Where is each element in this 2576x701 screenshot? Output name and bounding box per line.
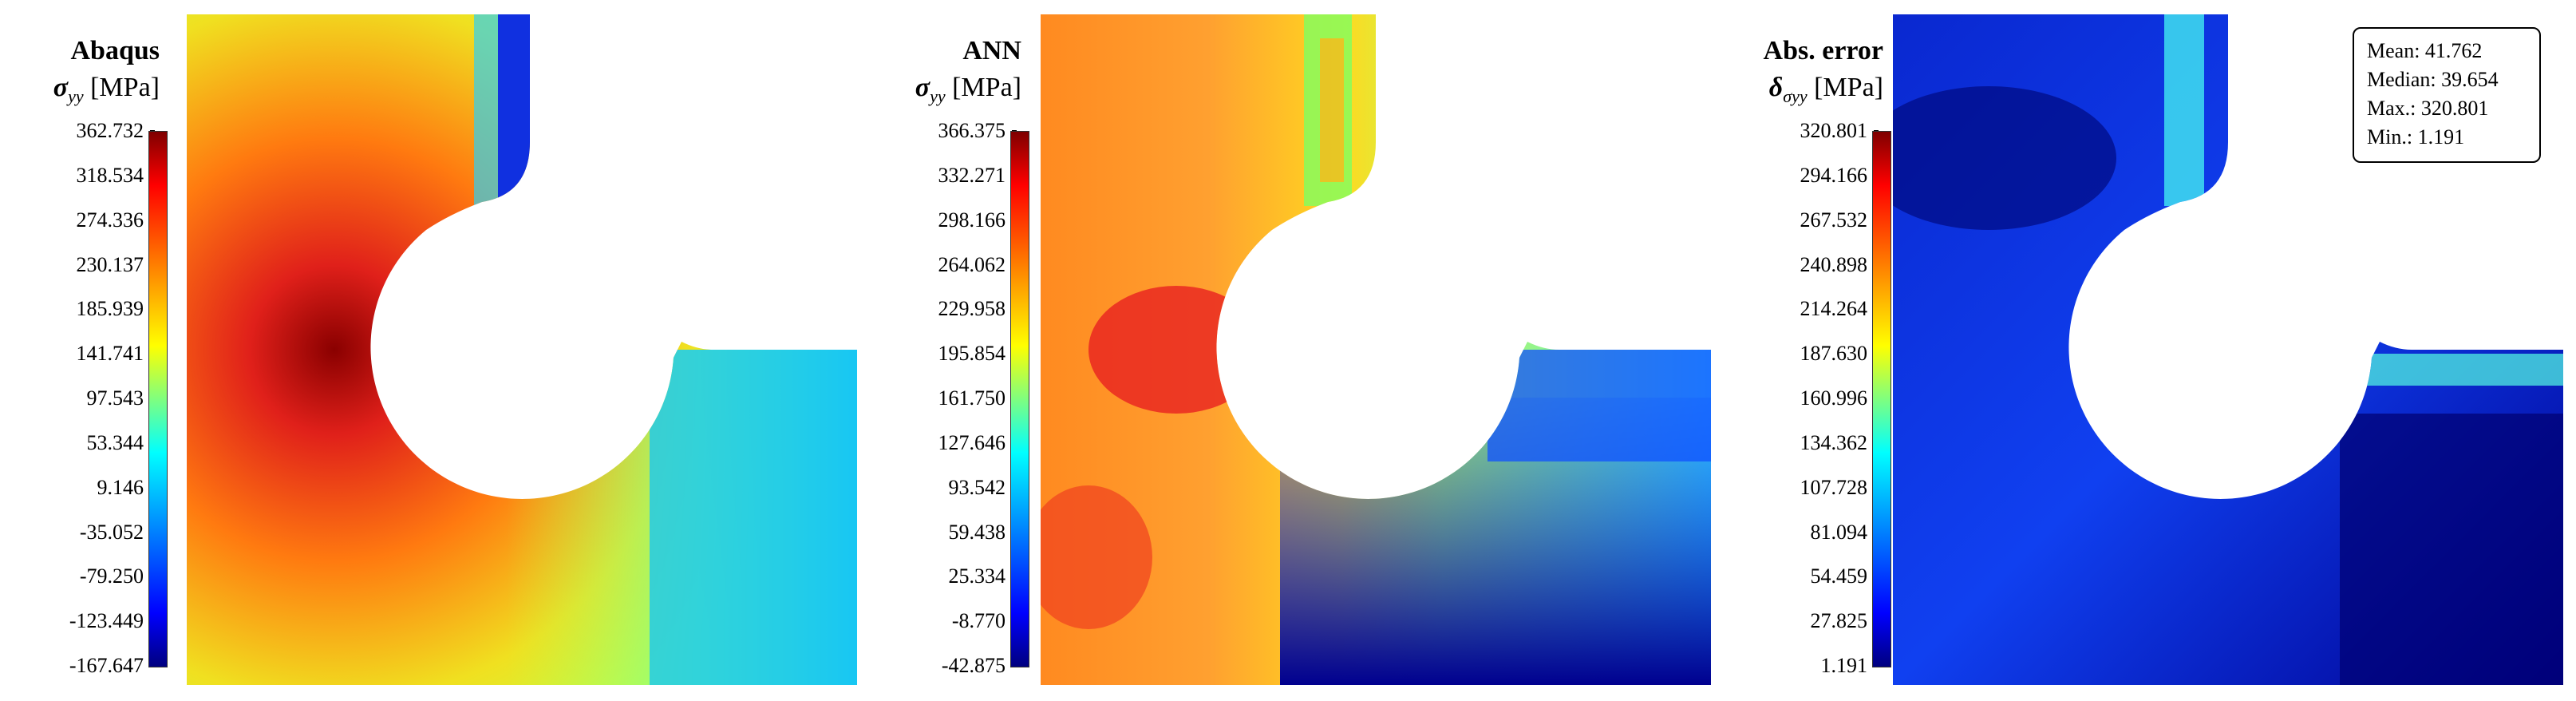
colorbar-tick-label: 366.375	[938, 119, 1006, 142]
colorbar-ticks: 362.732 318.534 274.336 230.137 185.939 141.7…	[0, 121, 155, 676]
colorbar-tick-label: 81.094	[1810, 520, 1868, 544]
quantity-subscript: σyy	[1783, 85, 1808, 106]
error-stats-box: Mean: 41.762 Median: 39.654 Max.: 320.80…	[2353, 27, 2541, 163]
colorbar-tick-label: -167.647	[69, 654, 144, 677]
colorbar-tick-label: 187.630	[1800, 342, 1868, 366]
colorbar-tick-label: 161.750	[938, 386, 1006, 410]
colorbar-tick-label: 25.334	[948, 564, 1006, 588]
error-field	[1893, 14, 2563, 685]
panel-title: ANN	[962, 36, 1021, 65]
quantity-subscript: yy	[68, 85, 84, 106]
colorbar-tick-label: 294.166	[1800, 163, 1868, 187]
colorbar-tick-label: 53.344	[86, 430, 144, 454]
stat-median: Median: 39.654	[2367, 68, 2499, 91]
colorbar-ticks: 320.801 294.166 267.532 240.898 214.264 187.6…	[1724, 121, 1879, 676]
colorbar-tick-label: 9.146	[97, 475, 144, 499]
quantity-symbol: σ	[915, 73, 930, 102]
colorbar-tick-label: 127.646	[938, 430, 1006, 454]
panel-quantity: δσyy [MPa]	[1769, 72, 1883, 113]
colorbar-tick-label: 97.543	[86, 386, 144, 410]
quantity-unit: [MPa]	[952, 73, 1021, 102]
panel-ann: ANN σyy [MPa] 366.375 332.271 298.166 264.0…	[862, 0, 1724, 701]
colorbar-tick-label: -8.770	[951, 609, 1006, 633]
colorbar-tick-label: 214.264	[1800, 297, 1868, 321]
colorbar-tick-label: 362.732	[76, 119, 144, 142]
panel-abs-error: Abs. error δσyy [MPa] 320.801 294.166 267.…	[1724, 0, 2576, 701]
stat-max: Max.: 320.801	[2367, 97, 2489, 120]
colorbar-tick-label: 107.728	[1800, 475, 1868, 499]
colorbar	[1010, 131, 1029, 667]
colorbar-tick-label: 27.825	[1810, 609, 1868, 633]
stress-field-ann	[1041, 14, 1711, 685]
colorbar-tick-label: -42.875	[941, 654, 1006, 677]
colorbar-tick-label: 320.801	[1800, 119, 1868, 142]
colorbar-ticks: 366.375 332.271 298.166 264.062 229.958 195.8…	[862, 121, 1017, 676]
colorbar	[1872, 131, 1891, 667]
colorbar	[148, 131, 168, 667]
colorbar-tick-label: 264.062	[938, 252, 1006, 276]
stat-min: Min.: 1.191	[2367, 125, 2465, 149]
colorbar-tick-label: 141.741	[76, 342, 144, 366]
colorbar-tick-label: 274.336	[76, 208, 144, 232]
colorbar-tick-label: 93.542	[948, 475, 1006, 499]
quantity-symbol: δ	[1768, 73, 1784, 102]
colorbar-tick-label: 54.459	[1810, 564, 1868, 588]
panel-quantity: σyy [MPa]	[53, 72, 160, 113]
colorbar-tick-label: 240.898	[1800, 252, 1868, 276]
quantity-subscript: yy	[930, 85, 946, 106]
colorbar-tick-label: -35.052	[79, 520, 144, 544]
colorbar-tick-label: 267.532	[1800, 208, 1868, 232]
colorbar-tick-label: 59.438	[948, 520, 1006, 544]
colorbar-tick-label: 1.191	[1820, 654, 1868, 677]
colorbar-tick-label: 332.271	[938, 163, 1006, 187]
panel-quantity: σyy [MPa]	[915, 72, 1021, 113]
colorbar-tick-label: 229.958	[938, 297, 1006, 321]
colorbar-tick-label: -79.250	[79, 564, 144, 588]
colorbar-tick-label: 298.166	[938, 208, 1006, 232]
quantity-unit: [MPa]	[1814, 73, 1883, 102]
stress-field-abaqus	[187, 14, 857, 685]
colorbar-tick-label: 318.534	[76, 163, 144, 187]
quantity-unit: [MPa]	[90, 73, 160, 102]
colorbar-tick-label: 230.137	[76, 252, 144, 276]
panel-title: Abaqus	[70, 36, 160, 65]
panel-abaqus: Abaqus σyy [MPa] 362.732 318.534 274.336 23…	[0, 0, 862, 701]
stat-mean: Mean: 41.762	[2367, 39, 2483, 62]
colorbar-tick-label: 185.939	[76, 297, 144, 321]
colorbar-tick-label: 195.854	[938, 342, 1006, 366]
colorbar-tick-label: -123.449	[69, 609, 144, 633]
colorbar-tick-label: 160.996	[1800, 386, 1868, 410]
colorbar-tick-label: 134.362	[1800, 430, 1868, 454]
panel-title: Abs. error	[1763, 36, 1883, 65]
quantity-symbol: σ	[53, 73, 69, 102]
